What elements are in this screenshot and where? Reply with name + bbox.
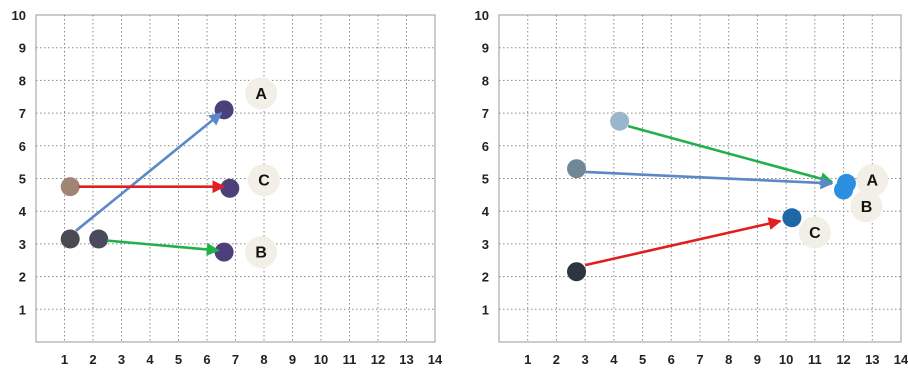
x-tick-label: 6: [668, 352, 675, 367]
arrow: [627, 124, 834, 185]
y-tick-label: 7: [482, 106, 489, 121]
x-tick-label: 10: [314, 352, 328, 367]
y-tick-label: 6: [19, 139, 26, 154]
x-tick-label: 10: [779, 352, 793, 367]
x-tick-label: 3: [118, 352, 125, 367]
data-point: [567, 159, 587, 179]
y-tick-label: 1: [482, 302, 489, 317]
arrow: [584, 217, 782, 267]
label-text: B: [861, 199, 873, 216]
data-point: [610, 111, 630, 131]
x-tick-label: 2: [89, 352, 96, 367]
data-point: [89, 229, 109, 249]
label-text: C: [809, 225, 821, 242]
x-tick-label: 1: [61, 352, 68, 367]
data-point: [220, 178, 240, 198]
y-tick-label: 4: [19, 204, 27, 219]
x-tick-label: 1: [524, 352, 531, 367]
x-tick-label: 9: [754, 352, 761, 367]
arrow: [107, 239, 220, 256]
y-tick-label: 6: [482, 139, 489, 154]
data-point: [214, 242, 234, 262]
x-tick-label: 2: [553, 352, 560, 367]
data-point: [782, 208, 802, 228]
x-tick-label: 6: [203, 352, 210, 367]
y-tick-label: 10: [12, 8, 26, 23]
point-label-a: A: [245, 77, 278, 110]
label-bubble: [798, 216, 831, 249]
label-bubble: [248, 164, 280, 197]
label-text: C: [258, 173, 270, 190]
x-tick-label: 12: [371, 352, 385, 367]
point-label-c: C: [798, 216, 831, 249]
x-tick-label: 14: [428, 352, 443, 367]
label-text: B: [255, 245, 267, 262]
label-bubble: [245, 236, 278, 269]
x-tick-label: 5: [175, 352, 182, 367]
data-point: [60, 177, 80, 197]
label-bubble: [850, 190, 883, 223]
x-tick-label: 14: [894, 352, 908, 367]
x-tick-label: 4: [146, 352, 154, 367]
x-tick-label: 7: [696, 352, 703, 367]
point-label-b: B: [245, 236, 278, 269]
y-tick-label: 8: [19, 73, 26, 88]
label-text: A: [867, 173, 879, 190]
x-tick-label: 13: [399, 352, 413, 367]
y-tick-label: 3: [482, 237, 489, 252]
label-text: A: [255, 86, 267, 103]
x-tick-label: 9: [289, 352, 296, 367]
x-tick-label: 8: [260, 352, 267, 367]
x-tick-label: 7: [232, 352, 239, 367]
y-tick-label: 5: [482, 172, 489, 187]
x-tick-label: 13: [865, 352, 879, 367]
data-point: [567, 262, 587, 282]
x-tick-label: 12: [836, 352, 850, 367]
x-tick-label: 11: [343, 352, 357, 367]
y-tick-label: 9: [482, 41, 489, 56]
point-label-c: C: [248, 164, 280, 197]
x-tick-label: 3: [582, 352, 589, 367]
x-tick-label: 8: [725, 352, 732, 367]
y-tick-label: 1: [19, 302, 26, 317]
data-point: [834, 180, 854, 200]
x-tick-label: 5: [639, 352, 646, 367]
x-tick-label: 11: [808, 352, 822, 367]
y-tick-label: 2: [19, 270, 26, 285]
label-bubble: [856, 164, 889, 197]
y-tick-label: 5: [19, 172, 26, 187]
arrow: [585, 170, 834, 190]
arrow: [75, 112, 223, 232]
y-tick-label: 4: [482, 204, 490, 219]
y-tick-label: 2: [482, 270, 489, 285]
y-tick-label: 7: [19, 106, 26, 121]
point-label-a: A: [856, 164, 889, 197]
label-bubble: [245, 77, 278, 110]
y-tick-label: 9: [19, 41, 26, 56]
data-point: [60, 229, 80, 249]
y-tick-label: 8: [482, 73, 489, 88]
y-tick-label: 3: [19, 237, 26, 252]
point-label-b: B: [850, 190, 883, 223]
x-tick-label: 4: [610, 352, 618, 367]
y-tick-label: 10: [475, 8, 489, 23]
